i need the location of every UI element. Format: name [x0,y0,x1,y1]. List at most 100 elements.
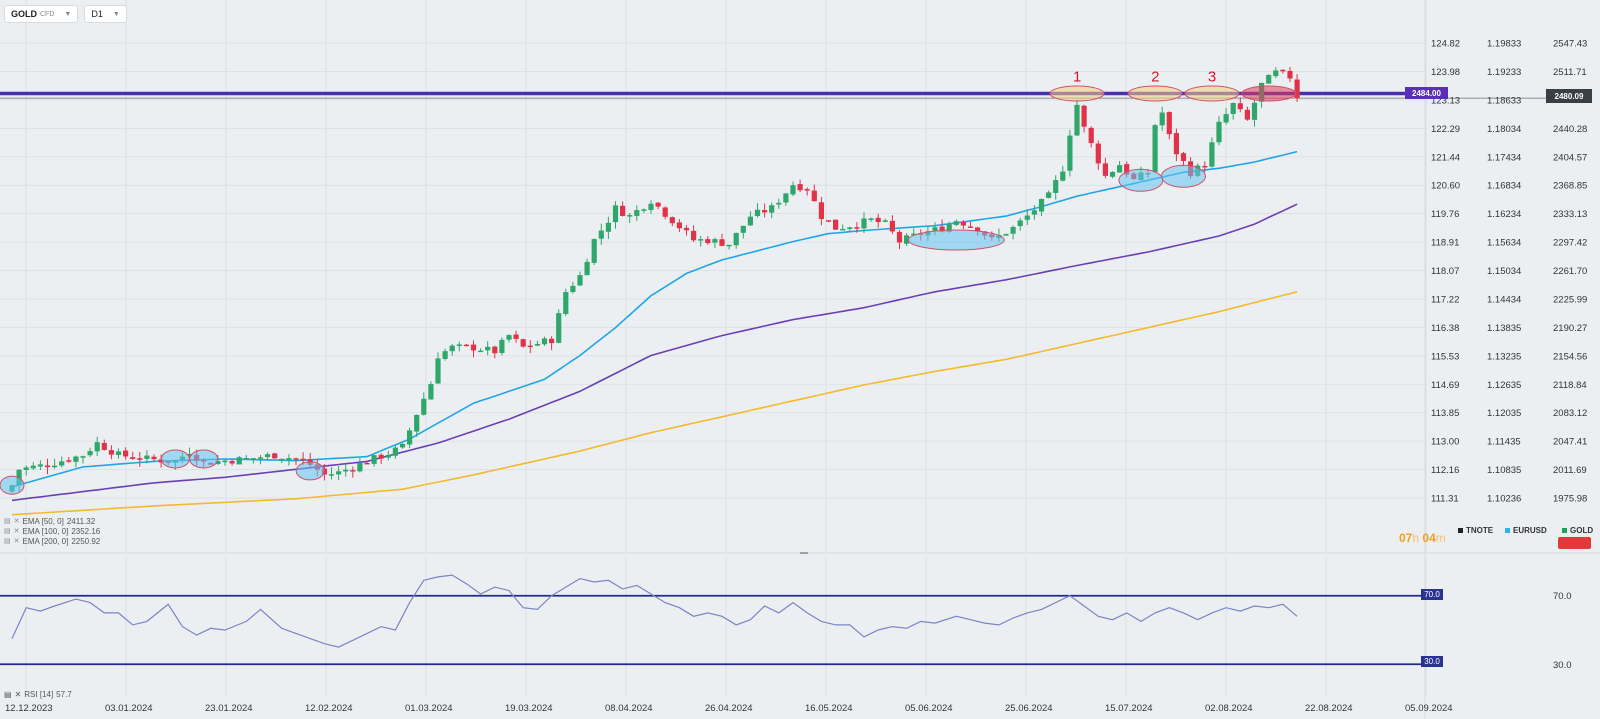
symbol-selector[interactable]: GOLD CFD ▼ [4,5,79,23]
candle-bull [1273,70,1279,77]
settings-icon[interactable]: ▤ [4,518,11,525]
candle-bull [1038,199,1045,212]
y-tick-eurusd: 1.14434 [1487,294,1521,305]
candle-bull [399,443,406,448]
candle-bull [1117,165,1123,173]
candle-bull [1024,215,1030,220]
y-tick-tnote: 115.53 [1431,351,1459,362]
candle-bull [1251,102,1258,120]
legend-ema200[interactable]: ▤ ✕ EMA [200, 0] 2250.92 [4,537,100,547]
candle-bull [627,215,633,217]
candle-bear [889,220,895,232]
candle-bull [1159,112,1165,126]
candle-bull [456,344,462,346]
candle-bear [1294,79,1300,99]
candle-bear [875,217,881,223]
candle-bear [66,460,72,462]
candle-bull [279,458,285,461]
candle-bull [698,239,704,241]
y-tick-tnote: 118.91 [1431,238,1459,249]
y-tick-eurusd: 1.13235 [1487,351,1521,362]
candle-bull [747,216,753,226]
rsi-value: 57.7 [56,690,72,699]
candle-bull [1017,220,1023,227]
instrument-name: EURUSD [1513,526,1547,535]
candle-bear [123,450,129,457]
candle-bull [932,227,938,231]
candle-bear [527,345,533,348]
settings-icon[interactable]: ▤ [4,538,11,545]
ema-line-ema100 [11,203,1298,502]
sell-button[interactable] [1558,537,1591,549]
candle-bear [300,458,306,461]
candle-bull [612,205,619,223]
y-tick-tnote: 111.31 [1431,494,1459,505]
candle-bull [286,458,292,460]
candle-bull [790,185,796,195]
x-tick-label: 12.02.2024 [305,703,353,714]
x-tick-label: 22.08.2024 [1305,703,1353,714]
y-tick-tnote: 114.69 [1431,380,1459,391]
ema100-value: 2352.16 [71,527,101,536]
candle-bull [1053,180,1059,193]
close-icon[interactable]: ✕ [13,538,20,545]
candle-bull [1109,171,1116,177]
y-tick-gold: 2118.84 [1553,380,1587,391]
x-tick-label: 01.03.2024 [405,703,453,714]
legend-ema100[interactable]: ▤ ✕ EMA [100, 0] 2352.16 [4,527,100,537]
candle-bear [705,239,711,244]
rsi-pane [0,574,1421,666]
candle-bear [137,458,143,460]
x-tick-label: 05.09.2024 [1405,703,1453,714]
resistance-price-label: 2484.00 [1405,87,1448,99]
legend-ema50[interactable]: ▤ ✕ EMA [50, 0] 2411.32 [4,517,100,527]
candle-bull [1266,74,1272,84]
candle-bear [101,442,107,450]
candle-bear [662,207,668,217]
close-icon[interactable]: ✕ [14,690,22,699]
y-tick-tnote: 123.13 [1431,95,1460,106]
candle-bear [378,454,384,459]
candle-bull [265,454,271,458]
instrument-name: GOLD [1570,526,1594,535]
instrument-gold[interactable]: GOLD [1562,526,1593,535]
y-tick-eurusd: 1.10236 [1487,494,1521,505]
instrument-tnote[interactable]: TNOTE [1458,526,1493,535]
x-tick-label: 26.04.2024 [705,703,753,714]
y-tick-gold: 2440.28 [1553,124,1587,135]
candle-bull [840,228,846,231]
candle-bull [1060,171,1066,181]
candle-bear [1244,109,1250,120]
pane-resize-handle [800,552,808,554]
candle-bull [357,462,363,472]
support-ellipse [907,229,1005,251]
rsi-tick: 70.0 [1553,591,1572,602]
ema200-value: 2250.92 [71,537,101,546]
close-icon[interactable]: ✕ [13,528,20,535]
candle-bull [59,461,65,466]
ema-line-ema50 [11,150,1298,488]
interval-selector[interactable]: D1 ▼ [84,5,127,23]
candle-bear [833,219,839,230]
candle-bull [80,456,86,458]
candle-bull [563,292,569,314]
settings-icon[interactable]: ▤ [4,690,12,699]
support-ellipse [1161,164,1206,188]
x-tick-label: 05.06.2024 [905,703,953,714]
y-tick-eurusd: 1.19233 [1487,67,1521,78]
rsi-legend[interactable]: ▤ ✕ RSI [14] 57.7 [4,690,72,699]
candle-bull [30,465,36,469]
close-icon[interactable]: ✕ [13,518,20,525]
candle-bull [1230,103,1236,114]
x-tick-label: 16.05.2024 [805,703,853,714]
instrument-eurusd[interactable]: EURUSD [1505,526,1547,535]
settings-icon[interactable]: ▤ [4,528,11,535]
candle-bull [414,414,420,432]
candle-bear [975,227,981,232]
candle-bull [37,464,43,467]
top-number-label: 2 [1151,69,1159,86]
ema50-label: EMA [50, 0] [22,517,64,526]
candle-bull [946,224,952,232]
last-price-label: 2480.09 [1546,89,1592,103]
